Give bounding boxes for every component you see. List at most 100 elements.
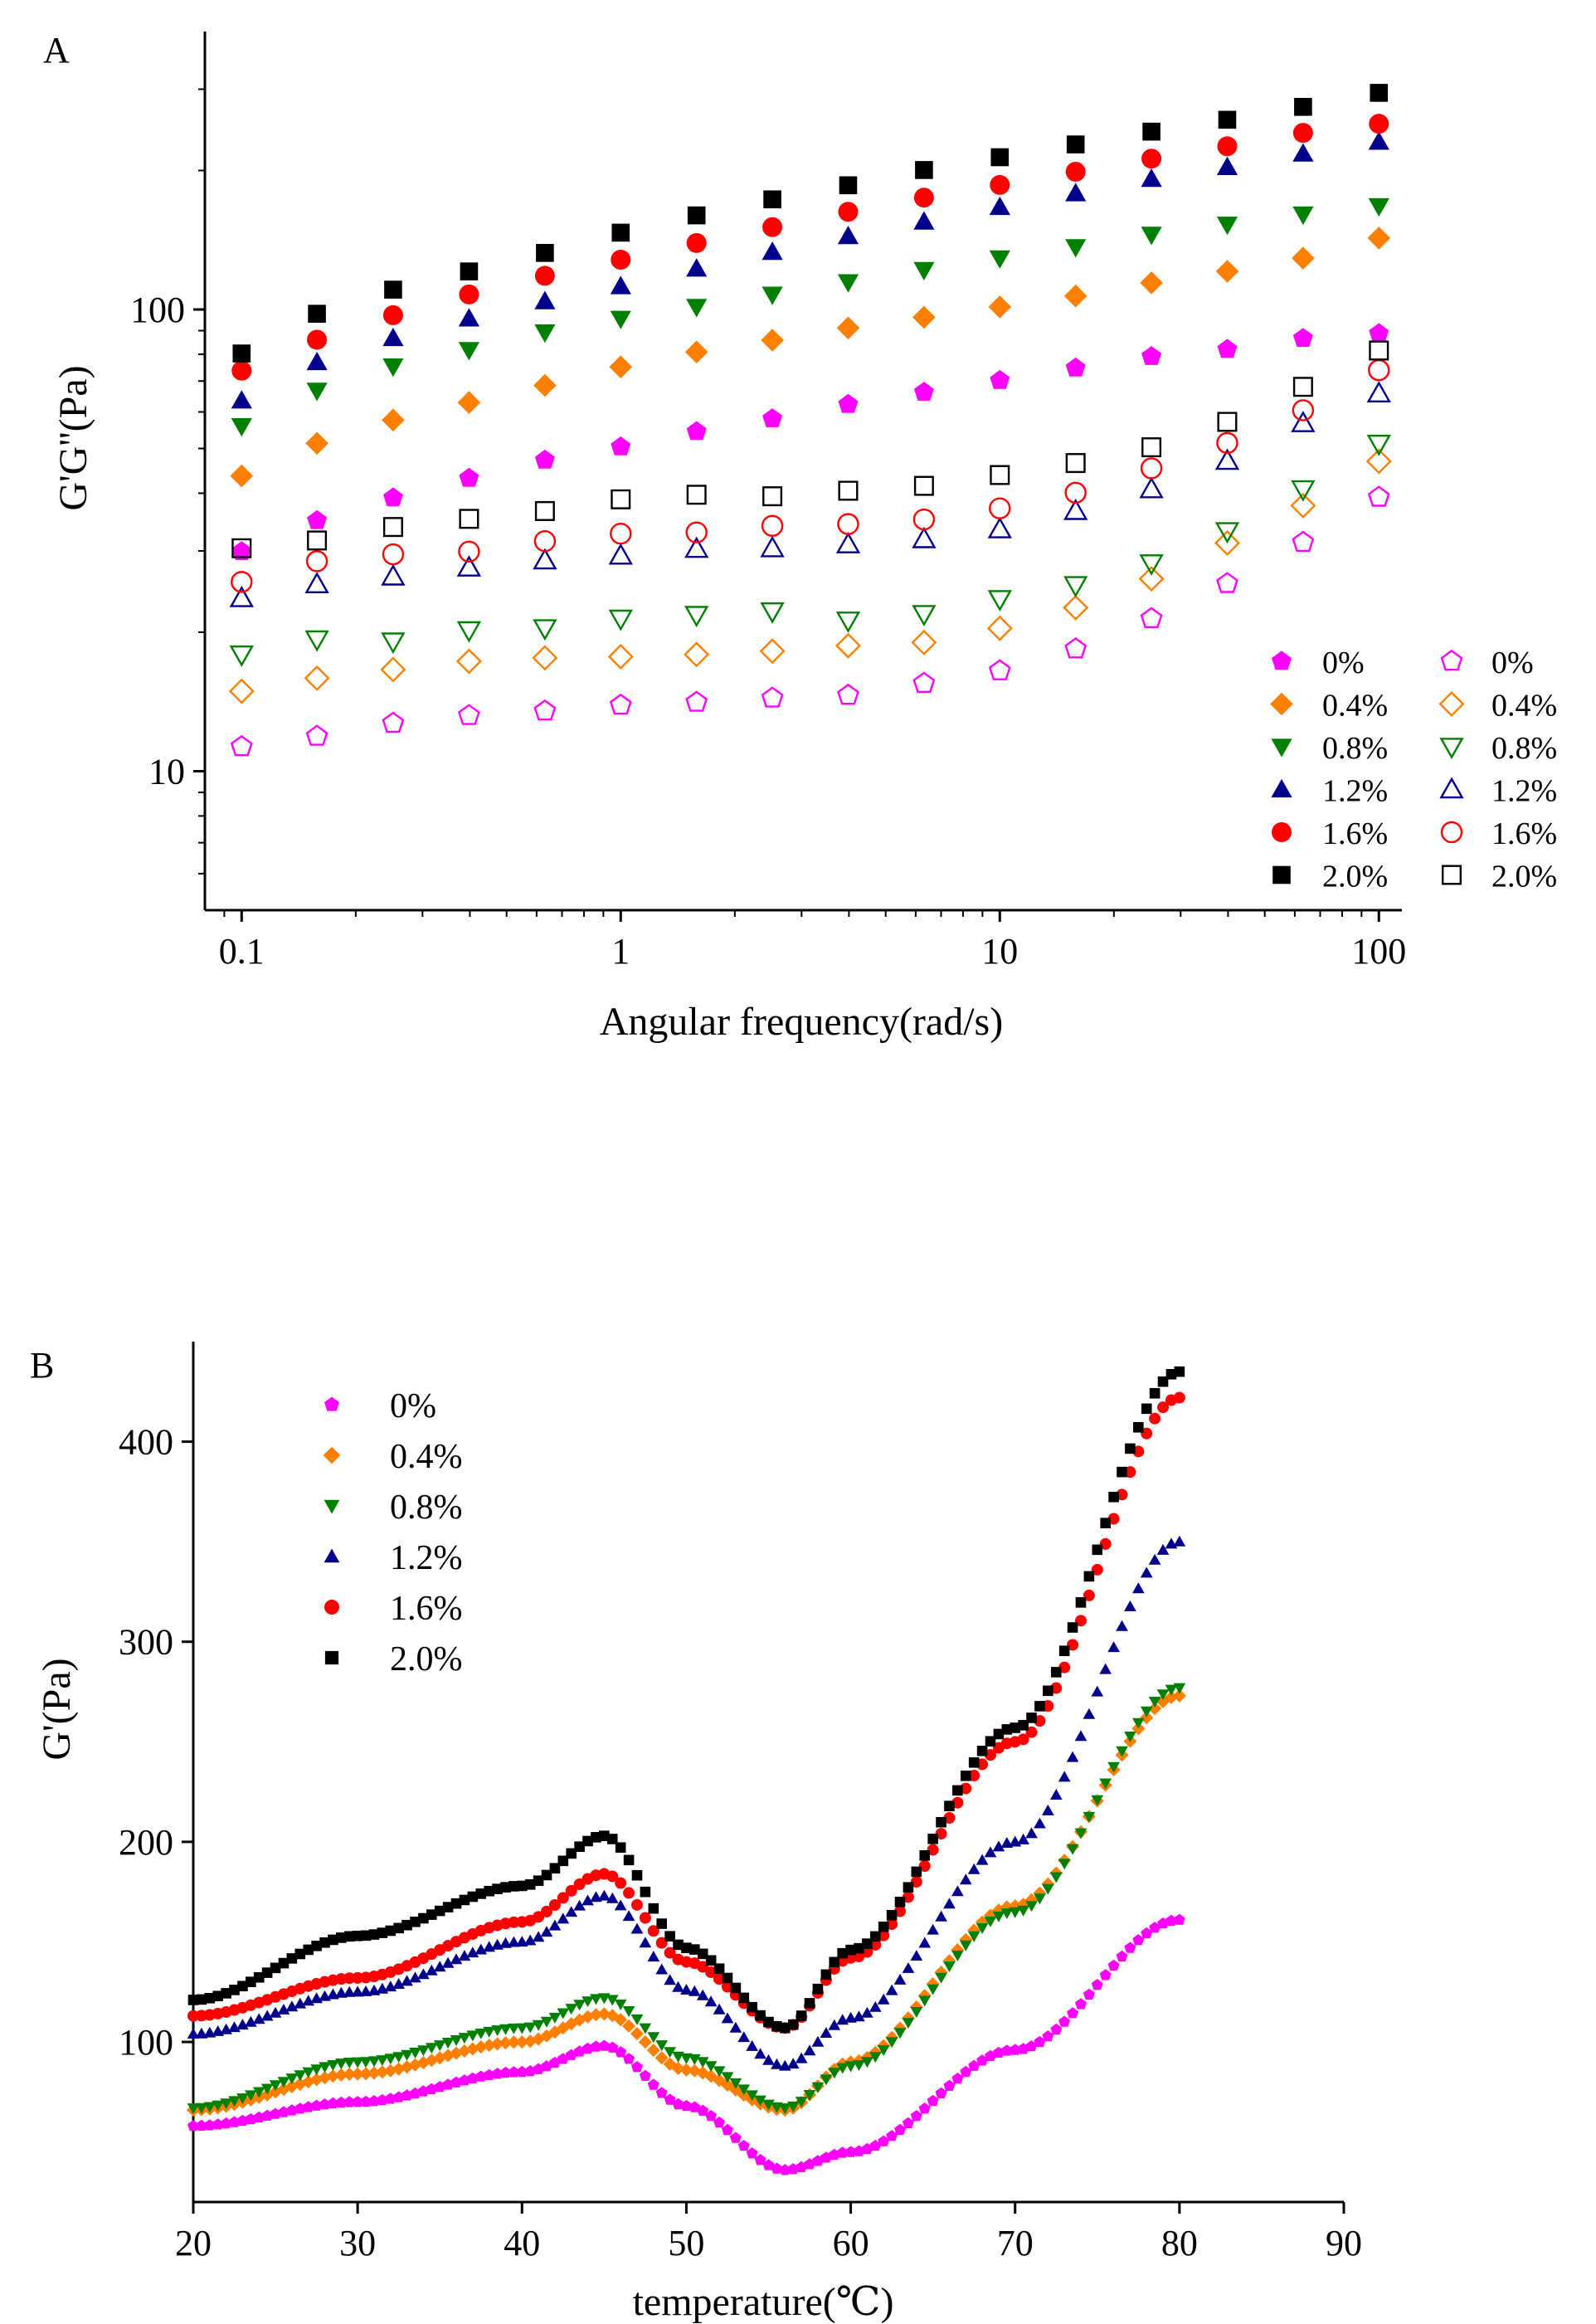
chart-b-point xyxy=(952,1785,963,1796)
chart-a-point xyxy=(1216,431,1238,455)
chart-b-point xyxy=(508,1881,519,1892)
chart-b-point xyxy=(1083,1571,1095,1582)
chart-b-point xyxy=(1172,1688,1186,1703)
chart-b-point xyxy=(614,1999,627,2010)
chart-b-point xyxy=(927,1923,939,1935)
chart-b-point xyxy=(343,2067,357,2081)
chart-b-point xyxy=(548,2056,561,2068)
chart-b-point xyxy=(466,1946,479,1958)
chart-b-point xyxy=(351,2067,365,2081)
chart-a-point xyxy=(1139,476,1164,499)
chart-b-point xyxy=(533,1911,545,1923)
chart-b-point xyxy=(1025,1901,1038,1912)
chart-b-point xyxy=(910,2007,923,2018)
chart-a-point xyxy=(1063,576,1088,598)
chart-a-legend-marker xyxy=(1439,738,1464,760)
chart-b-point xyxy=(638,2035,652,2049)
chart-a-point xyxy=(536,244,554,262)
chart-b-point xyxy=(803,2090,816,2101)
chart-a-legend-marker xyxy=(1439,777,1464,799)
chart-b: 20 30 40 50 60 70 80 90 100 200 300 400 0% 0.4% 0.8% 1.… xyxy=(119,1342,1362,2263)
chart-b-x-tick-label: 20 xyxy=(175,2223,212,2263)
chart-b-point xyxy=(647,2078,659,2090)
chart-b-point xyxy=(310,2064,323,2076)
chart-b-point xyxy=(902,2018,915,2029)
chart-a-point xyxy=(1368,131,1389,150)
chart-b-point xyxy=(245,2090,257,2102)
chart-b-point xyxy=(672,1981,684,1992)
chart-b-point xyxy=(343,1985,356,1997)
chart-b-point xyxy=(729,2078,742,2089)
chart-b-point xyxy=(401,1975,413,1986)
chart-b-point xyxy=(943,1898,956,1909)
chart-b-point xyxy=(911,1866,922,1878)
chart-b-point xyxy=(319,1937,330,1948)
chart-b-point xyxy=(1025,1827,1038,1839)
chart-b-point xyxy=(894,1897,906,1907)
chart-b-point xyxy=(615,1877,627,1889)
chart-b-point xyxy=(1173,1683,1186,1694)
chart-a-point xyxy=(532,645,558,671)
chart-a-point xyxy=(912,526,937,548)
chart-b-point xyxy=(623,1887,635,1899)
chart-a-point xyxy=(837,513,859,535)
chart-b-point xyxy=(360,2095,372,2107)
chart-b-point xyxy=(680,1984,693,1995)
chart-b-point xyxy=(532,2019,545,2031)
chart-b-point xyxy=(547,2025,562,2039)
chart-b-point xyxy=(935,1828,947,1840)
chart-a-point xyxy=(457,704,480,725)
chart-b-point xyxy=(1091,1563,1103,1576)
chart-a-point xyxy=(989,497,1011,519)
chart-b-point xyxy=(541,2060,552,2072)
chart-a-point xyxy=(1369,114,1389,134)
chart-a-point xyxy=(608,543,633,565)
chart-b-point xyxy=(967,1931,980,1942)
chart-a-point xyxy=(456,621,482,643)
chart-b-point xyxy=(960,2065,972,2078)
chart-b-point xyxy=(721,2072,734,2083)
chart-b-point xyxy=(441,1956,455,1968)
chart-b-point xyxy=(572,2013,586,2027)
chart-b-point xyxy=(640,1886,651,1898)
chart-b-point xyxy=(705,1955,717,1966)
chart-b-point xyxy=(780,2022,791,2034)
chart-b-point xyxy=(704,2061,718,2073)
chart-b-point xyxy=(976,1854,989,1865)
chart-b-point xyxy=(1000,2044,1013,2056)
chart-a-point xyxy=(231,418,252,437)
chart-b-point xyxy=(754,2095,766,2107)
chart-b-point xyxy=(647,1925,659,1937)
chart-a-legend-label: 0.8% xyxy=(1322,731,1388,766)
chart-b-point xyxy=(1156,1689,1170,1701)
chart-b-point xyxy=(326,2069,340,2083)
chart-b-point xyxy=(1083,1811,1096,1823)
chart-b-point xyxy=(286,1953,298,1964)
chart-b-legend-label: 2.0% xyxy=(390,1640,463,1678)
chart-b-point xyxy=(490,2037,504,2051)
chart-b-point xyxy=(1043,1685,1053,1697)
chart-a-point xyxy=(1291,480,1316,502)
chart-b-point xyxy=(187,1995,199,2005)
chart-a-point xyxy=(990,174,1010,195)
chart-b-point xyxy=(606,1995,619,2006)
chart-b-point xyxy=(639,2069,651,2081)
chart-a-point xyxy=(609,355,633,378)
chart-b-point xyxy=(854,1942,864,1954)
chart-a-point xyxy=(686,485,707,505)
chart-a-point xyxy=(838,480,859,501)
chart-b-point xyxy=(903,1882,914,1893)
chart-b-point xyxy=(582,1835,593,1847)
chart-b-point xyxy=(976,1758,989,1771)
chart-a-point xyxy=(534,324,556,343)
chart-a-point xyxy=(231,571,253,593)
chart-b-point xyxy=(1017,1833,1029,1844)
chart-a-series-loss-2.0% xyxy=(231,340,1389,558)
chart-b-point xyxy=(1067,1639,1079,1651)
chart-b-point xyxy=(599,1830,610,1841)
chart-b-point xyxy=(853,2060,865,2071)
chart-b-point xyxy=(755,2010,766,2021)
chart-b-point xyxy=(590,1994,602,2005)
chart-b-point xyxy=(738,1992,750,2004)
chart-b-point xyxy=(820,2027,833,2038)
